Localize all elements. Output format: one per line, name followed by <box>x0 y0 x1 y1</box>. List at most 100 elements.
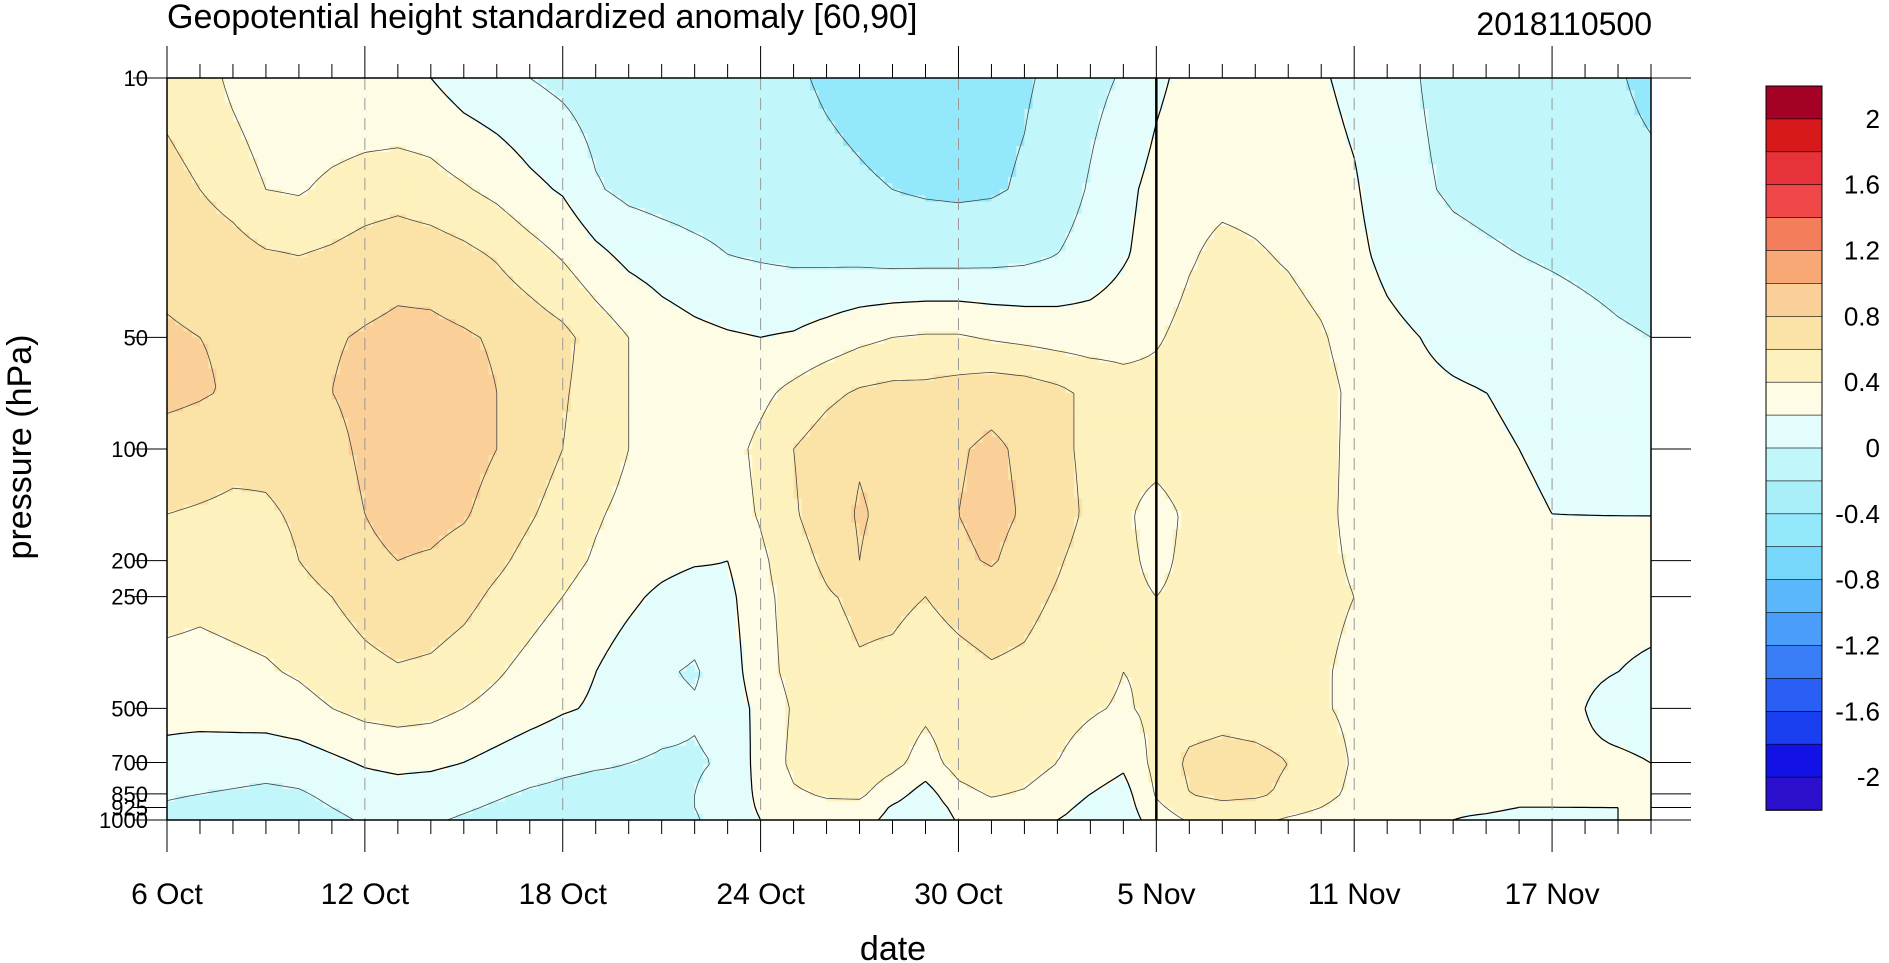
contour-cell <box>546 158 556 166</box>
contour-cell <box>661 115 671 122</box>
contour-cell <box>1032 127 1042 135</box>
contour-cell <box>1181 108 1190 116</box>
contour-cell <box>826 232 836 240</box>
contour-cell <box>1601 207 1611 215</box>
contour-cell <box>587 78 597 85</box>
contour-cell <box>232 189 242 197</box>
contour-cell <box>274 183 284 190</box>
contour-cell <box>513 84 523 91</box>
contour-cell <box>694 96 704 104</box>
contour-cell <box>307 232 316 240</box>
contour-cell <box>1296 102 1306 110</box>
contour-cell <box>661 207 671 215</box>
contour-cell <box>505 133 514 141</box>
contour-cell <box>323 226 333 234</box>
contour-cell <box>1263 220 1273 227</box>
contour-cell <box>1049 96 1058 104</box>
contour-cell <box>1634 183 1644 190</box>
contour-cell <box>455 238 465 246</box>
contour-cell <box>587 189 597 197</box>
contour-cell <box>1164 232 1174 240</box>
contour-cell <box>1535 214 1545 221</box>
contour-cell <box>1370 90 1380 98</box>
contour-cell <box>1065 183 1075 190</box>
contour-cell <box>1552 170 1561 178</box>
contour-cell <box>909 133 918 141</box>
contour-cell <box>1519 201 1528 209</box>
contour-cell <box>265 238 275 246</box>
contour-cell <box>974 90 984 98</box>
contour-cell <box>1403 121 1413 129</box>
contour-cell <box>1123 158 1133 166</box>
contour-cell <box>1238 146 1248 153</box>
contour-cell <box>1337 158 1347 166</box>
contour-cell <box>1156 158 1166 166</box>
contour-cell <box>645 152 655 159</box>
contour-cell <box>216 201 226 209</box>
contour-cell <box>183 102 193 110</box>
contour-cell <box>669 176 679 184</box>
contour-cell <box>1082 90 1091 98</box>
contour-cell <box>1197 214 1207 221</box>
contour-cell <box>1312 226 1322 234</box>
contour-cell <box>1106 127 1116 135</box>
contour-cell <box>1436 108 1446 116</box>
contour-cell <box>1527 115 1537 122</box>
contour-cell <box>1321 133 1331 141</box>
contour-cell <box>521 238 531 246</box>
contour-cell <box>167 108 176 116</box>
contour-cell <box>1024 176 1034 184</box>
contour-cell <box>1486 115 1495 122</box>
contour-cell <box>1370 158 1380 166</box>
contour-cell <box>1519 158 1528 166</box>
contour-cell <box>175 108 185 116</box>
contour-cell <box>603 183 613 190</box>
contour-cell <box>1469 152 1479 159</box>
contour-cell <box>1288 214 1298 221</box>
contour-cell <box>1115 170 1124 178</box>
contour-cell <box>876 195 885 203</box>
contour-cell <box>1181 133 1190 141</box>
contour-cell <box>1082 139 1091 147</box>
contour-cell <box>1420 158 1429 166</box>
contour-cell <box>958 108 968 116</box>
contour-cell <box>620 108 630 116</box>
contour-cell <box>1214 139 1223 147</box>
contour-cell <box>876 121 885 129</box>
contour-cell <box>645 232 655 240</box>
contour-cell <box>1634 207 1644 215</box>
contour-cell <box>241 220 251 227</box>
contour-cell <box>1073 201 1083 209</box>
contour-cell <box>1255 146 1265 153</box>
contour-cell <box>1230 189 1240 197</box>
contour-cell <box>1049 195 1058 203</box>
contour-cell <box>1329 226 1339 234</box>
contour-cell <box>447 195 457 203</box>
contour-cell <box>876 146 885 153</box>
contour-cell <box>1387 170 1397 178</box>
contour-cell <box>1271 189 1281 197</box>
contour-cell <box>595 90 605 98</box>
contour-cell <box>455 214 465 221</box>
contour-cell <box>892 183 902 190</box>
contour-cell <box>1502 158 1512 166</box>
contour-cell <box>1593 133 1603 141</box>
contour-cell <box>653 207 663 215</box>
contour-cell <box>777 90 786 98</box>
contour-cell <box>529 226 539 234</box>
contour-cell <box>1560 127 1570 135</box>
contour-cell <box>1057 183 1067 190</box>
contour-cell <box>1032 146 1042 153</box>
contour-cell <box>1370 189 1380 197</box>
contour-cell <box>661 90 671 98</box>
contour-cell <box>389 133 399 141</box>
contour-cell <box>1148 207 1157 215</box>
contour-cell <box>397 183 407 190</box>
contour-cell <box>1230 238 1240 246</box>
contour-cell <box>538 170 547 178</box>
contour-cell <box>224 195 234 203</box>
contour-cell <box>1073 90 1083 98</box>
contour-cell <box>719 226 729 234</box>
contour-cell <box>719 102 729 110</box>
contour-cell <box>513 139 523 147</box>
